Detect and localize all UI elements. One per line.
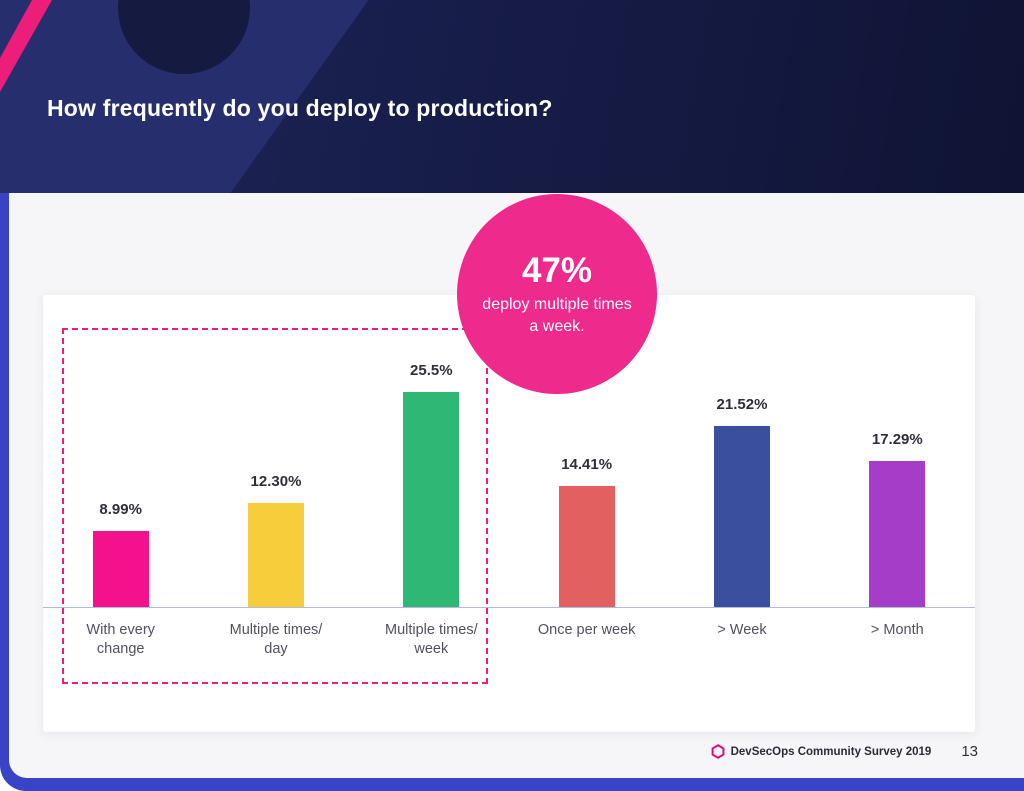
bar-column: 21.52% [664,295,819,607]
bar-category-label: Multiple times/week [384,622,478,657]
callout-circle: 47% deploy multiple times a week. [457,194,657,394]
bar-category-label: With every change [86,622,155,657]
header-banner: How frequently do you deploy to producti… [0,0,1024,193]
source-text: DevSecOps Community Survey 2019 [730,745,932,758]
bar-column: 25.5% [354,295,509,607]
callout-line-2: a week. [529,317,585,335]
callout-value: 47% [521,250,593,290]
bar-value-label: 14.41% [561,456,613,473]
page-number: 13 [961,743,978,760]
bar [713,426,770,607]
highlight-dashed-outline [62,328,488,684]
bar [558,486,615,607]
slide-title: How frequently do you deploy to producti… [47,95,553,121]
bar-category-label: > Week [717,622,767,638]
bar-column: 17.29% [820,295,975,607]
bar-column: 12.30% [198,295,353,607]
footer: DevSecOps Community Survey 2019 13 [711,743,978,760]
bar-value-label: 8.99% [99,501,142,518]
bar-value-label: 17.29% [871,431,923,448]
bars-row: 8.99% 12.30% 25.5% 14.41% 21.52% 17.29% [43,295,975,607]
bar-column: 14.41% [509,295,664,607]
bar-value-label: 25.5% [410,362,453,379]
chart-card: 8.99% 12.30% 25.5% 14.41% 21.52% 17.29% With … [43,295,975,732]
bar-category-label: Multiple times/day [229,622,323,657]
callout-text: deploy multiple times a week. [482,294,631,337]
bar-value-label: 12.30% [250,473,302,490]
bar [92,531,149,607]
bar [247,503,304,607]
bar [869,461,926,607]
labels-row: With every change Multiple times/day Multip… [43,621,975,659]
bar [403,392,460,607]
hexagon-logo-icon [711,744,725,759]
source-attribution: DevSecOps Community Survey 2019 [711,744,932,759]
bar-category-label: Once per week [537,622,636,638]
bar-category-label: > Month [870,622,924,638]
bar-value-label: 21.52% [716,396,768,413]
chart-baseline [43,607,975,608]
callout-line-1: deploy multiple times [482,295,632,313]
bar-column: 8.99% [43,295,198,607]
